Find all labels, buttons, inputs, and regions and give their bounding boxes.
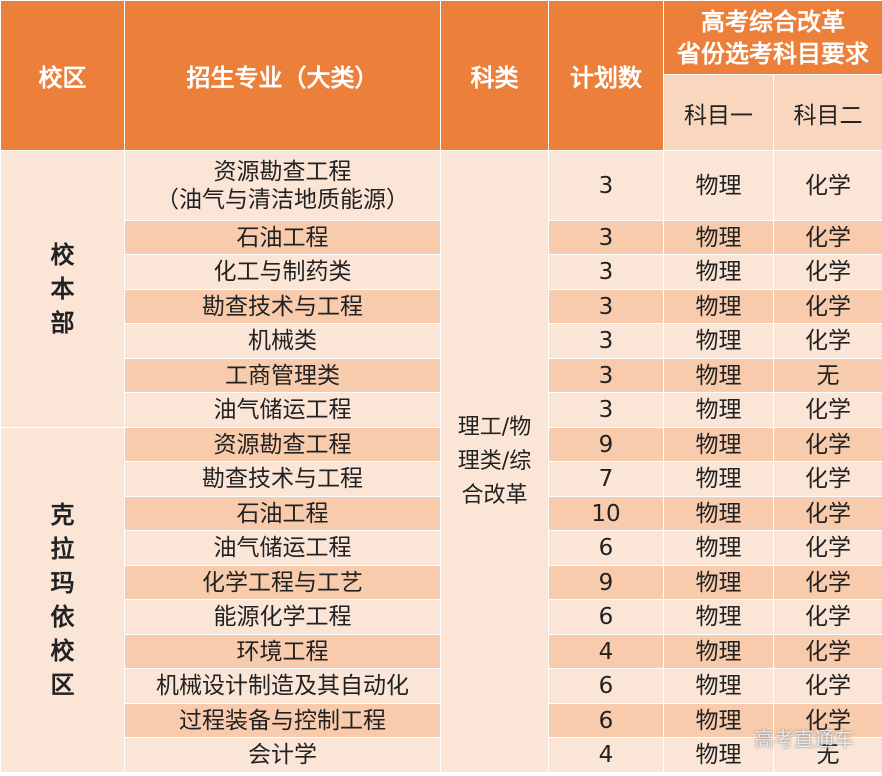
- major-cell: 油气储运工程: [124, 392, 441, 428]
- major-cell: 会计学: [124, 737, 441, 773]
- subject1-cell: 物理: [663, 461, 774, 497]
- subject1-cell: 物理: [663, 392, 774, 428]
- header-requirements: 高考综合改革 省份选考科目要求: [663, 0, 882, 75]
- header-req-line2: 省份选考科目要求: [677, 39, 869, 68]
- major-cell: 机械类: [124, 323, 441, 359]
- major-cell: 机械设计制造及其自动化: [124, 668, 441, 704]
- plan-cell: 3: [548, 323, 664, 359]
- subject1-cell: 物理: [663, 565, 774, 600]
- subject2-cell: 化学: [773, 289, 882, 324]
- table-row: 校 本 部资源勘查工程 （油气与清洁地质能源） 理工/物 理类/综 合改革 3 物理化…: [0, 150, 882, 773]
- table-row: 石油工程 3 物理 化学: [1, 220, 882, 255]
- major-cell: 资源勘查工程 （油气与清洁地质能源）: [124, 150, 441, 221]
- subject1-cell: 物理: [663, 599, 774, 635]
- category-cell: 理工/物 理类/综 合改革: [440, 150, 549, 773]
- table-row: 过程装备与控制工程 6 物理 化学: [1, 703, 882, 738]
- subject1-cell: 物理: [663, 220, 774, 255]
- major-cell: 环境工程: [124, 634, 441, 669]
- major-cell: 过程装备与控制工程: [124, 703, 441, 738]
- subject1-cell: 物理: [663, 668, 774, 704]
- plan-cell: 6: [548, 703, 664, 738]
- subject1-cell: 物理: [663, 737, 774, 773]
- subject1-cell: 物理: [663, 530, 774, 566]
- table-row: 机械设计制造及其自动化 6 物理 化学: [1, 668, 882, 704]
- header-major: 招生专业（大类）: [124, 0, 441, 151]
- subject2-cell: 化学: [773, 496, 882, 531]
- table-row: 油气储运工程 6 物理 化学: [1, 530, 882, 566]
- subject2-cell: 无: [773, 358, 882, 393]
- header-req-line1: 高考综合改革: [701, 7, 845, 36]
- subject1-cell: 物理: [663, 634, 774, 669]
- table-row: 会计学 4 物理无: [1, 737, 882, 773]
- header-plan: 计划数: [548, 0, 664, 151]
- campus-main: 校 本 部: [0, 150, 125, 428]
- table-row: 机械类 3 物理 化学: [1, 323, 882, 359]
- major-cell: 勘查技术与工程: [124, 289, 441, 324]
- plan-cell: 7: [548, 461, 664, 497]
- subject2-cell: 化学: [773, 427, 882, 462]
- plan-cell: 3: [548, 289, 664, 324]
- major-cell: 勘查技术与工程: [124, 461, 441, 497]
- major-cell: 油气储运工程: [124, 530, 441, 566]
- subject2-cell: 化学: [773, 461, 882, 497]
- subject2-cell: 化学: [773, 703, 882, 738]
- plan-cell: 3: [548, 150, 664, 221]
- major-cell: 化学工程与工艺: [124, 565, 441, 600]
- plan-cell: 10: [548, 496, 664, 531]
- campus-karamay: 克 拉 玛 依 校 区: [0, 427, 125, 773]
- subject2-cell: 化学: [773, 668, 882, 704]
- plan-cell: 9: [548, 427, 664, 462]
- table-row: 油气储运工程 3 物理 化学: [1, 392, 882, 428]
- subject2-cell: 化学: [773, 150, 882, 221]
- subject1-cell: 物理: [663, 358, 774, 393]
- major-cell: 能源化学工程: [124, 599, 441, 635]
- table-row: 工商管理类 3 物理无: [1, 358, 882, 393]
- plan-cell: 6: [548, 530, 664, 566]
- subject2-cell: 化学: [773, 530, 882, 566]
- major-cell: 化工与制药类: [124, 254, 441, 290]
- major-cell: 石油工程: [124, 220, 441, 255]
- plan-cell: 4: [548, 737, 664, 773]
- table-row: 能源化学工程 6 物理 化学: [1, 599, 882, 635]
- subject2-cell: 化学: [773, 254, 882, 290]
- plan-cell: 3: [548, 392, 664, 428]
- header-category: 科类: [440, 0, 549, 151]
- header-campus: 校区: [0, 0, 125, 151]
- subject1-cell: 物理: [663, 703, 774, 738]
- header-subject2: 科目二: [773, 74, 882, 151]
- subject2-cell: 化学: [773, 565, 882, 600]
- plan-cell: 3: [548, 358, 664, 393]
- header-subject1: 科目一: [663, 74, 774, 151]
- table-row: 环境工程 4 物理 化学: [1, 634, 882, 669]
- table-row: 勘查技术与工程 7 物理 化学: [1, 461, 882, 497]
- major-cell: 石油工程: [124, 496, 441, 531]
- plan-cell: 6: [548, 599, 664, 635]
- subject1-cell: 物理: [663, 150, 774, 221]
- subject1-cell: 物理: [663, 323, 774, 359]
- major-cell: 资源勘查工程: [124, 427, 441, 462]
- major-cell: 工商管理类: [124, 358, 441, 393]
- plan-cell: 9: [548, 565, 664, 600]
- plan-cell: 6: [548, 668, 664, 704]
- subject2-cell: 无: [773, 737, 882, 773]
- table-row: 化工与制药类 3 物理 化学: [1, 254, 882, 290]
- subject1-cell: 物理: [663, 427, 774, 462]
- subject1-cell: 物理: [663, 254, 774, 290]
- table-row: 石油工程 10 物理 化学: [1, 496, 882, 531]
- plan-cell: 3: [548, 220, 664, 255]
- subject2-cell: 化学: [773, 599, 882, 635]
- subject2-cell: 化学: [773, 634, 882, 669]
- table-row: 克 拉 玛 依 校 区资源勘查工程 9 物理 化学: [0, 427, 882, 773]
- subject2-cell: 化学: [773, 323, 882, 359]
- subject2-cell: 化学: [773, 392, 882, 428]
- subject1-cell: 物理: [663, 496, 774, 531]
- plan-cell: 4: [548, 634, 664, 669]
- table-row: 化学工程与工艺 9 物理 化学: [1, 565, 882, 600]
- plan-cell: 3: [548, 254, 664, 290]
- subject1-cell: 物理: [663, 289, 774, 324]
- subject2-cell: 化学: [773, 220, 882, 255]
